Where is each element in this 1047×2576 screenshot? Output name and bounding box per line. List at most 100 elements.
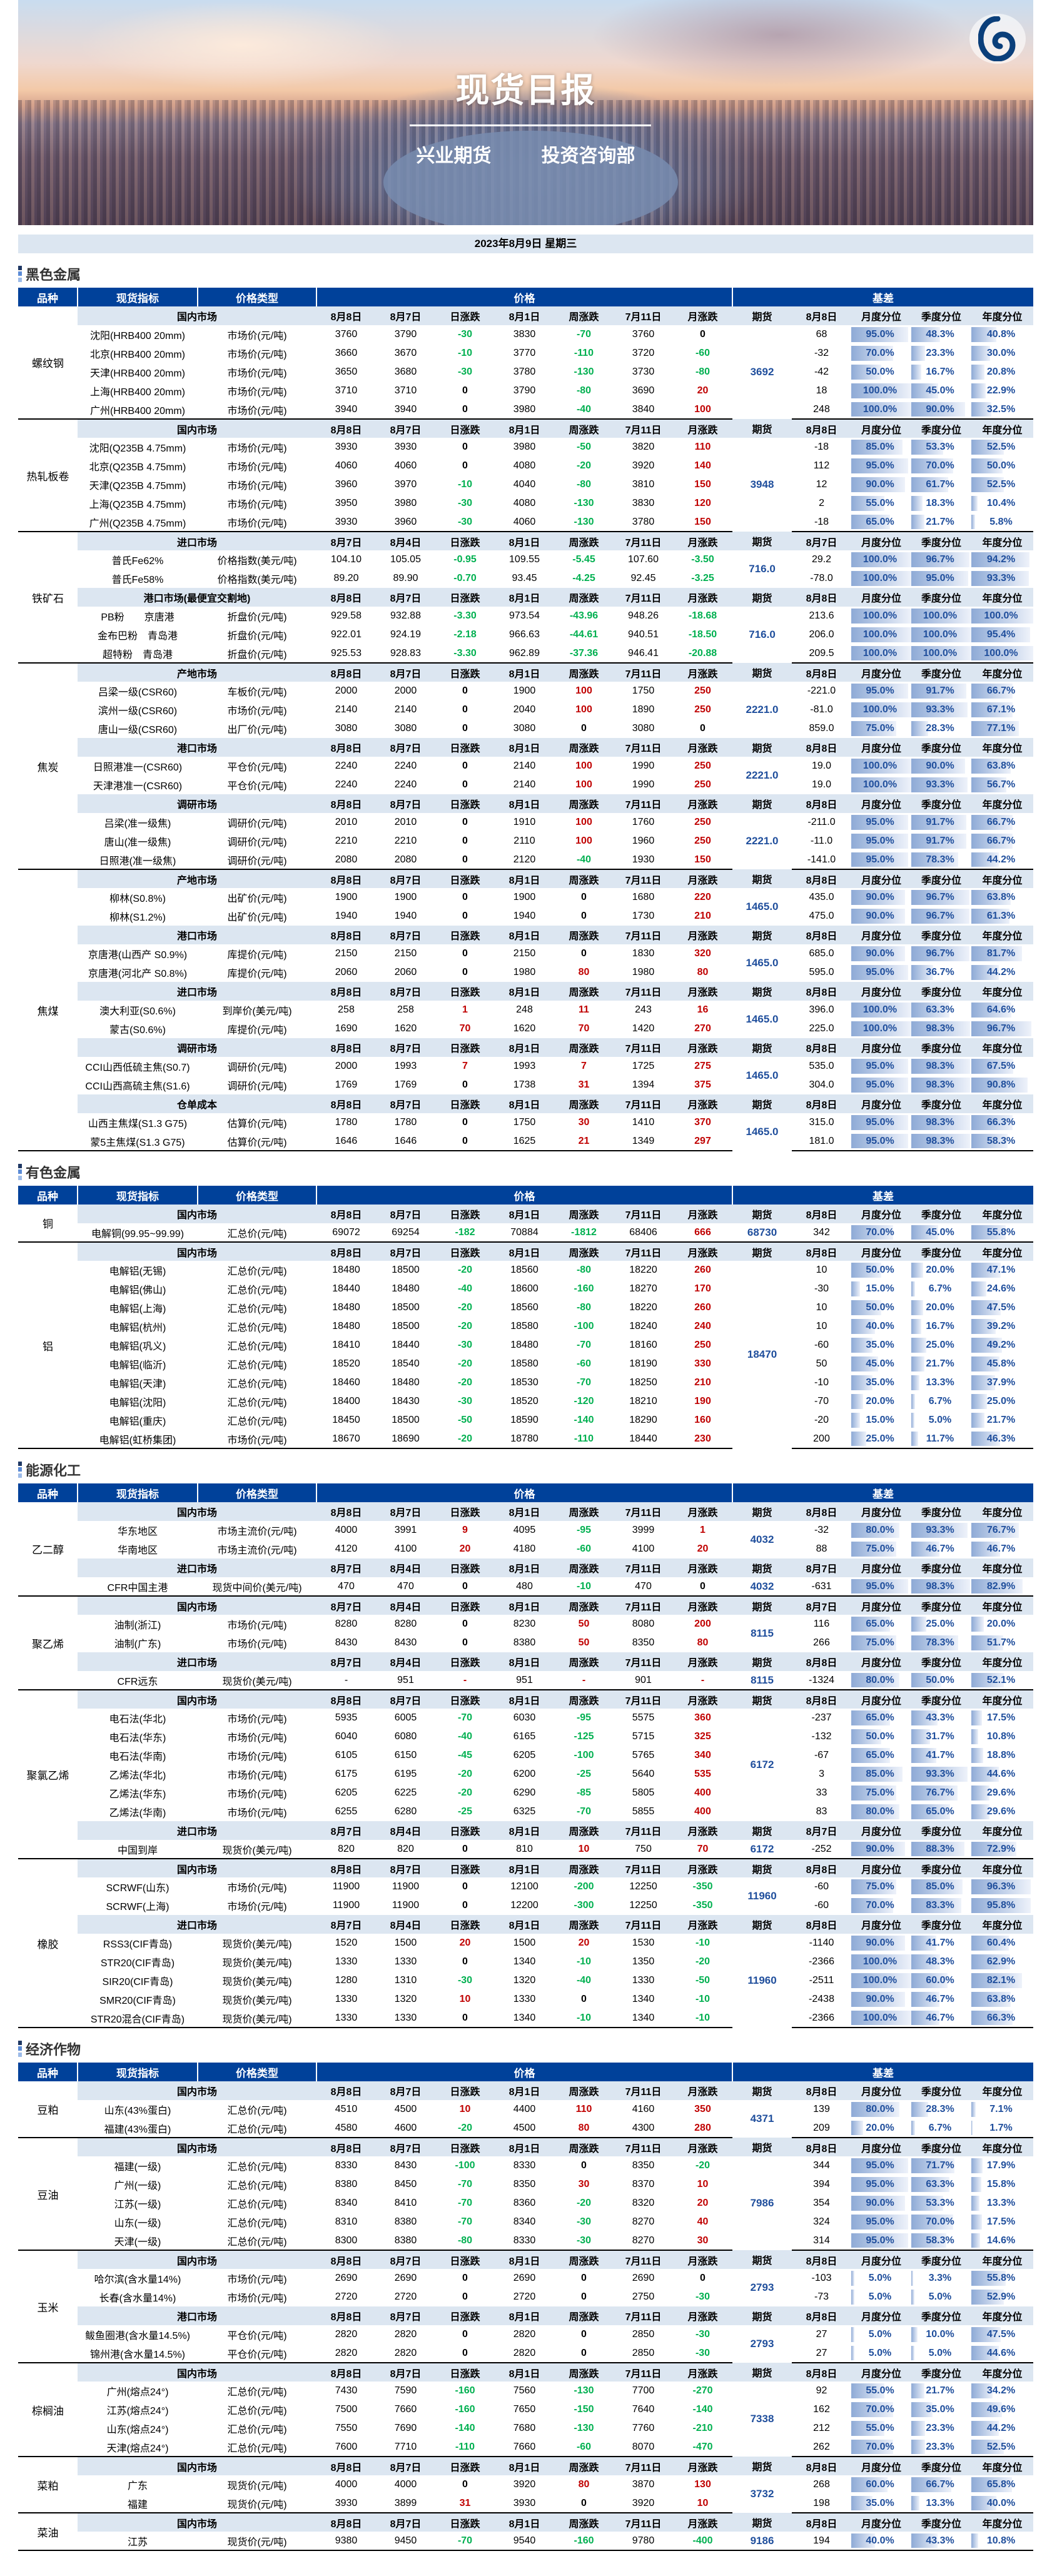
price-type: 平仓价(元/吨) (227, 2331, 287, 2341)
month-percentile-bar (851, 1786, 897, 1801)
month-percentile: 70.0% (851, 2438, 912, 2457)
month-percentile-label: 月度分位 (851, 1915, 912, 1934)
week-change: -300 (574, 1900, 594, 1911)
basis-value: 139 (813, 2104, 830, 2114)
year-percentile-value: 29.6% (986, 1806, 1016, 1817)
year-percentile-bar (971, 721, 1019, 736)
day-change: 31 (435, 2494, 495, 2513)
price-week-ago: 3980 (513, 442, 536, 452)
year-percentile-bar (971, 2477, 1013, 2492)
month-percentile-value: 80.0% (866, 2104, 894, 2114)
month-percentile: 65.0% (851, 1746, 911, 1765)
week-change-label: 周涨跌 (554, 532, 614, 550)
price-month-ago: 1930 (614, 851, 673, 870)
year-percentile-bar (971, 1021, 1031, 1036)
day-change-label: 日涨跌 (435, 1205, 495, 1223)
date-previous: 8月7日 (376, 1690, 435, 1709)
month-percentile-bar (851, 965, 909, 980)
year-percentile-value: 55.8% (986, 2273, 1016, 2283)
price-current: 7600 (316, 2438, 376, 2457)
basis-value: -67 (814, 1750, 829, 1760)
price-previous: 18500 (392, 1302, 420, 1313)
price-previous: 89.90 (393, 573, 418, 583)
quarter-percentile: 98.3% (911, 1577, 972, 1597)
month-date-label: 7月11日 (614, 2306, 673, 2325)
price-current: 929.58 (331, 610, 362, 621)
week-date-label: 8月1日 (495, 2081, 554, 2100)
month-percentile-value: 95.0% (866, 836, 894, 846)
quarter-percentile-value: 50.0% (926, 1674, 954, 1685)
year-percentile-bar (971, 2383, 993, 2398)
month-percentile-value: 5.0% (868, 2273, 892, 2283)
quarter-percentile-value: 93.3% (926, 779, 954, 790)
price-month-ago: 1410 (632, 1117, 655, 1128)
spot-indicator: 电石法(华南) (109, 1752, 166, 1762)
market-subheader-row: 调研市场 8月8日 8月7日 日涨跌 8月1日 周涨跌 7月11日 月涨跌 期货 8月8日 月度分位… (18, 794, 1034, 813)
month-date-label: 7月11日 (614, 1502, 673, 1521)
year-percentile-bar (971, 496, 978, 511)
price-week-ago: 109.55 (509, 554, 540, 565)
price-month-ago: 1725 (632, 1061, 655, 1071)
month-percentile-value: 35.0% (866, 1377, 894, 1388)
month-percentile-bar (851, 2011, 912, 2025)
month-change: 130 (694, 2479, 711, 2490)
price-type: 市场价(元/吨) (227, 1808, 287, 1819)
month-percentile-bar (851, 1635, 897, 1650)
year-percentile-bar (971, 1413, 985, 1428)
quarter-percentile-bar (911, 383, 939, 398)
week-change: -60 (576, 1358, 592, 1369)
price-previous: 3960 (376, 513, 435, 532)
week-change-label: 周涨跌 (554, 1558, 614, 1577)
month-change: 280 (673, 2119, 733, 2138)
quarter-percentile-value: 11.7% (926, 1433, 954, 1444)
day-change: 0 (435, 2009, 495, 2028)
price-week-ago: 1940 (513, 911, 536, 921)
month-percentile-value: 100.0% (862, 647, 898, 659)
year-percentile-value: 66.3% (986, 2012, 1016, 2023)
price-week-ago: 1980 (513, 967, 536, 977)
quarter-percentile: 36.7% (911, 963, 971, 982)
quarter-percentile-value: 63.3% (926, 1004, 954, 1015)
month-change-label: 月涨跌 (673, 1242, 733, 1261)
quarter-percentile-value: 46.7% (926, 1543, 954, 1554)
variety-name: 橡胶 (18, 1859, 78, 2028)
year-percentile-value: 67.1% (986, 704, 1016, 715)
futures-label: 期货 (732, 2363, 792, 2382)
day-change: 0 (435, 400, 495, 420)
basis-value: 12 (816, 479, 827, 490)
report-sections: 黑色金属 品种 现货指标 价格类型 价格 基差 螺纹钢 国内市场 8月8日 8月7日 日涨跌 8月1日… (18, 260, 1034, 2551)
year-percentile: 82.9% (971, 1577, 1034, 1597)
futures-label: 期货 (732, 2306, 792, 2325)
year-percentile-bar (971, 1748, 983, 1763)
quarter-percentile-value: 98.3% (926, 1061, 954, 1071)
date-current: 8月8日 (316, 419, 376, 438)
price-previous: 2690 (394, 2273, 417, 2283)
futures-price: 6172 (750, 1759, 774, 1770)
day-change: 0 (462, 385, 468, 396)
month-percentile: 100.0% (851, 1971, 912, 1990)
year-percentile: 29.6% (971, 1784, 1033, 1802)
month-percentile: 95.0% (851, 2213, 911, 2231)
month-percentile-bar (851, 1992, 906, 2007)
quarter-percentile: 21.7% (911, 1355, 971, 1373)
month-percentile-value: 100.0% (862, 554, 898, 565)
month-percentile-value: 90.0% (866, 2198, 894, 2208)
month-percentile-bar (851, 2121, 864, 2135)
quarter-percentile-value: 3.3% (928, 2273, 952, 2283)
price-previous: 1500 (394, 1937, 417, 1948)
month-change: 250 (694, 836, 711, 846)
table-row: 唐山一级(CSR60) 出厂价(元/吨) 3080 3080 0 3080 0 3080 0 85… (18, 719, 1033, 738)
year-percentile: 47.5% (971, 2325, 1033, 2344)
spot-price-table: 品种 现货指标 价格类型 价格 基差 豆粕 国内市场 8月8日 8月7日 日涨跌 8月1日 周涨跌 7月… (18, 2063, 1034, 2551)
week-change: 100 (575, 836, 592, 846)
price-week-ago: 1625 (495, 1132, 554, 1151)
variety-name: 豆油 (18, 2138, 78, 2251)
month-percentile-value: 20.0% (866, 1396, 894, 1407)
week-change-label: 周涨跌 (554, 1596, 614, 1615)
month-change: 10 (697, 2179, 709, 2190)
month-percentile-label: 月度分位 (851, 1502, 912, 1521)
year-percentile: 1.7% (971, 2119, 1034, 2138)
price-previous: 3670 (394, 348, 417, 358)
price-week-ago: 4040 (513, 479, 536, 490)
month-percentile: 5.0% (851, 2288, 911, 2306)
